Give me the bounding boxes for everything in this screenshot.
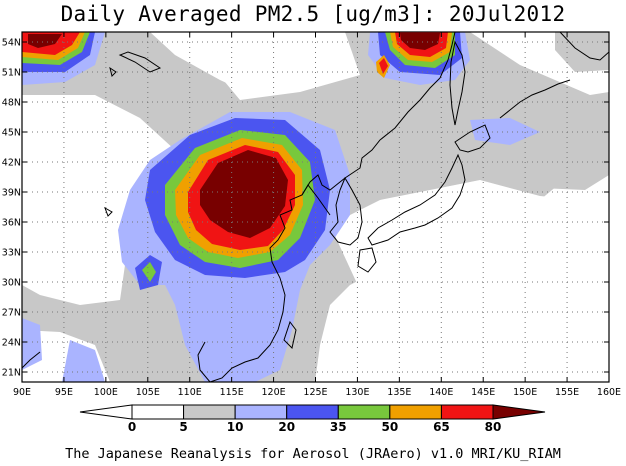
x-tick-label: 90E: [13, 387, 31, 398]
coastline-sakhalin: [449, 40, 466, 126]
colorbar-label: 0: [128, 420, 136, 434]
colorbar-segment: [183, 404, 236, 420]
x-tick-label: 140E: [429, 387, 453, 398]
x-tick-label: 155E: [555, 387, 579, 398]
colorbar-label: 10: [227, 420, 244, 434]
footer-credit: The Japanese Reanalysis for Aerosol (JRA…: [65, 446, 561, 462]
map-area: [22, 32, 609, 382]
coastline-bay-of-bengal: [22, 351, 41, 369]
colorbar-label: 20: [278, 420, 295, 434]
y-tick-label: 54N: [2, 38, 21, 49]
x-tick-label: 150E: [513, 387, 537, 398]
colorbar-segment: [131, 404, 185, 420]
y-tick-label: 30N: [2, 278, 21, 289]
coastline-vietnam: [197, 341, 211, 382]
colorbar-segment: [286, 404, 339, 420]
colorbar-segment: [389, 404, 442, 420]
colorbar-label: 65: [433, 420, 450, 434]
map-title: Daily Averaged PM2.5 [ug/m3]: 20Jul2012: [60, 2, 566, 26]
x-tick-label: 160E: [597, 387, 621, 398]
x-tick-label: 105E: [136, 387, 160, 398]
contour-white-mid: [22, 95, 175, 305]
lake-qinghai: [104, 206, 113, 217]
y-tick-label: 48N: [2, 98, 21, 109]
coastline-japan-kyushu: [357, 247, 377, 273]
coastline-korea: [329, 176, 363, 246]
y-tick-label: 45N: [2, 128, 21, 139]
y-tick-label: 33N: [2, 248, 21, 259]
colorbar-label: 50: [382, 420, 399, 434]
colorbar-segment: [234, 404, 288, 420]
x-tick-label: 125E: [303, 387, 327, 398]
coastline-japan-hokkaido: [454, 124, 491, 153]
colorbar-segment: [440, 404, 494, 420]
coastlines: [22, 32, 609, 382]
lake-baikal: [118, 51, 162, 73]
axis-ticks: 90E 95E 100E 105E 110E 115E 120E 125E 130E 135E 14…: [2, 32, 621, 398]
coastline-kurils: [499, 79, 571, 119]
colorbar-label: 35: [330, 420, 347, 434]
colorbar-segment: [337, 404, 391, 420]
contour-darkred-ne: [400, 33, 440, 50]
coastline-taiwan: [283, 320, 297, 349]
contour-lightblue-east: [470, 118, 540, 145]
x-tick-label: 120E: [262, 387, 286, 398]
contour-white-sea: [330, 180, 609, 382]
coastline-bohai: [301, 77, 441, 196]
colorbar-arrow-low: [79, 404, 133, 420]
coastline-china: [209, 184, 331, 382]
contour-red-spot: [379, 58, 388, 74]
coastline-kamchatka: [559, 32, 609, 61]
contour-lightblue-sw: [22, 318, 42, 370]
colorbar-label: 80: [485, 420, 502, 434]
y-tick-label: 21N: [2, 368, 21, 379]
y-tick-label: 36N: [2, 218, 21, 229]
contour-darkred-nw: [28, 34, 62, 48]
contour-green-sichuan: [142, 262, 156, 282]
coastline-japan-honshu: [367, 153, 466, 246]
contour-darkred-central: [200, 150, 288, 238]
y-tick-label: 42N: [2, 158, 21, 169]
y-tick-label: 51N: [2, 68, 21, 79]
contour-white-north: [150, 32, 345, 96]
coastline-russia-east: [439, 32, 456, 79]
y-tick-label: 24N: [2, 338, 21, 349]
colorbar-arrow-high: [492, 404, 546, 420]
x-tick-label: 115E: [220, 387, 244, 398]
contour-gray-ne: [555, 32, 609, 72]
colorbar-label: 5: [179, 420, 187, 434]
x-tick-label: 95E: [55, 387, 73, 398]
y-tick-label: 27N: [2, 308, 21, 319]
x-tick-label: 130E: [345, 387, 369, 398]
y-tick-label: 39N: [2, 188, 21, 199]
x-tick-label: 145E: [471, 387, 495, 398]
coastline-island-sakhalin-n: [109, 66, 117, 77]
x-tick-label: 110E: [178, 387, 202, 398]
lat-lon-grid: [22, 32, 609, 382]
colorbar: 0 5 10 20 35 50 65 80: [79, 404, 546, 434]
x-tick-label: 135E: [387, 387, 411, 398]
x-tick-label: 100E: [94, 387, 118, 398]
